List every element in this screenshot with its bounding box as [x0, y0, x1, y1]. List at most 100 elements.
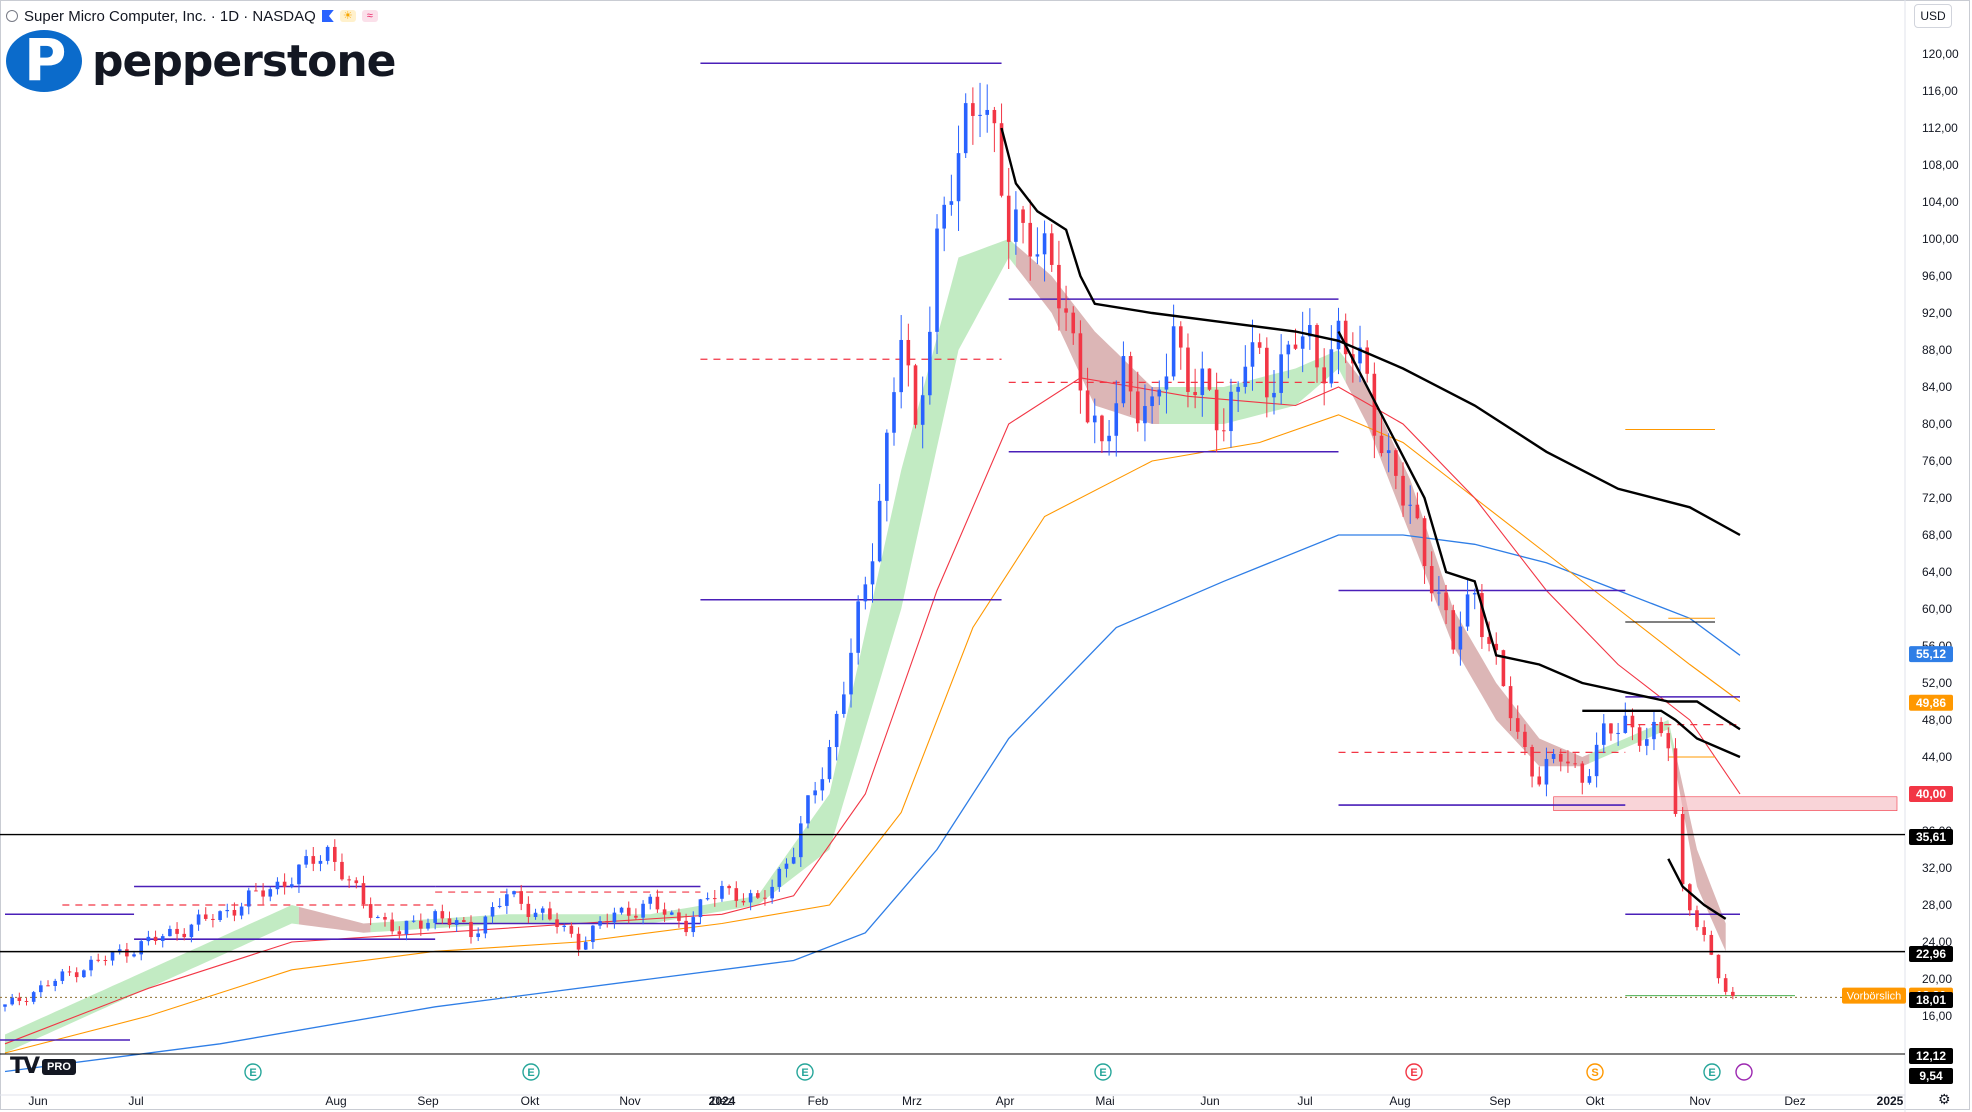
y-tick-label: 72,00 — [1922, 491, 1952, 505]
ema-cloud-bearish — [1675, 752, 1726, 952]
lightning-marker-icon[interactable] — [1735, 1063, 1753, 1081]
candle-body — [569, 925, 574, 934]
earnings-marker-letter: E — [527, 1067, 534, 1079]
earnings-marker-letter: E — [1708, 1067, 1715, 1079]
candle-body — [1186, 347, 1190, 392]
candle-body — [497, 905, 502, 908]
candle-body — [928, 331, 932, 396]
candle-body — [885, 432, 889, 501]
candle-body — [433, 911, 437, 923]
x-tick-label: Okt — [1586, 1094, 1605, 1108]
candle-body — [1365, 347, 1369, 374]
candle-body — [1157, 389, 1162, 397]
candle-body — [1272, 392, 1276, 398]
earnings-marker-icon[interactable] — [796, 1063, 814, 1081]
candle-body — [1207, 368, 1212, 390]
x-tick-label: Jul — [128, 1094, 143, 1108]
candle-body — [1279, 354, 1283, 393]
candle-body — [1530, 747, 1534, 777]
y-tick-label: 84,00 — [1922, 380, 1952, 394]
candle-body — [978, 114, 982, 116]
candle-body — [3, 1004, 7, 1007]
price-axis-label: 49,86 — [1916, 696, 1946, 710]
earnings-marker-icon[interactable] — [522, 1063, 540, 1081]
earnings-marker-icon[interactable] — [1405, 1063, 1423, 1081]
candle-body — [512, 891, 516, 895]
candle-body — [849, 652, 853, 695]
y-tick-label: 120,00 — [1922, 47, 1959, 61]
symbol-header[interactable]: Super Micro Computer, Inc. · 1D · NASDAQ… — [6, 5, 378, 27]
candle-body — [806, 795, 810, 824]
candle-body — [268, 889, 273, 897]
x-tick-label: Jul — [1297, 1094, 1312, 1108]
candle-body — [1358, 347, 1362, 364]
candle-body — [1164, 376, 1169, 390]
candle-body — [218, 911, 222, 920]
currency-selector[interactable]: USD — [1914, 4, 1952, 28]
premarket-tag: Vorbörslich — [1847, 991, 1901, 1003]
candle-body — [1551, 753, 1556, 759]
candle-body — [935, 228, 939, 332]
x-tick-label: Jun — [1200, 1094, 1219, 1108]
broker-logo: pepperstone — [6, 26, 396, 94]
candle-body — [1064, 308, 1068, 313]
candle-body — [1178, 326, 1183, 348]
candle-body — [612, 912, 617, 923]
x-tick-label: Mai — [1095, 1094, 1114, 1108]
candle-body — [770, 886, 774, 899]
candle-body — [96, 959, 101, 961]
candle-body — [311, 856, 316, 864]
earnings-marker-icon[interactable] — [244, 1063, 262, 1081]
candle-body — [1644, 739, 1649, 746]
earnings-marker-icon[interactable] — [1586, 1063, 1604, 1081]
candle-body — [1515, 718, 1520, 732]
earnings-marker-icon[interactable] — [1094, 1063, 1112, 1081]
y-tick-label: 108,00 — [1922, 158, 1959, 172]
earnings-marker-letter: E — [1410, 1067, 1417, 1079]
candle-body — [748, 893, 753, 903]
y-tick-label: 104,00 — [1922, 195, 1959, 209]
candle-body — [203, 914, 208, 919]
candle-body — [383, 917, 387, 920]
candle-body — [246, 890, 251, 907]
candle-body — [89, 959, 93, 971]
y-tick-label: 88,00 — [1922, 343, 1952, 357]
earnings-marker-letter: E — [249, 1067, 256, 1079]
candle-body — [605, 921, 610, 923]
candle-body — [39, 985, 43, 993]
candle-body — [899, 339, 903, 393]
tradingview-logo[interactable]: TV PRO — [10, 1054, 76, 1079]
symbol-status-icon — [6, 10, 18, 22]
candle-body — [1085, 390, 1090, 423]
candle-body — [1143, 406, 1147, 424]
candle-body — [1042, 233, 1047, 255]
x-tick-label: Sep — [417, 1094, 439, 1108]
candle-body — [232, 909, 237, 916]
flag-icon[interactable] — [321, 10, 334, 22]
candle-body — [834, 713, 839, 748]
candle-body — [239, 906, 244, 916]
candle-body — [1594, 744, 1599, 777]
candle-body — [1250, 342, 1255, 367]
candle-body — [1458, 626, 1463, 650]
earnings-marker-icon[interactable] — [1703, 1063, 1721, 1081]
y-tick-label: 32,00 — [1922, 861, 1952, 875]
candle-body — [1286, 344, 1291, 355]
candle-body — [992, 109, 997, 124]
candle-body — [856, 601, 860, 653]
candle-body — [67, 971, 72, 973]
candle-body — [540, 908, 545, 913]
candle-body — [476, 933, 480, 938]
candle-body — [1709, 934, 1714, 955]
x-tick-label: 2024 — [709, 1094, 736, 1108]
candle-body — [1422, 518, 1427, 567]
candle-body — [125, 949, 129, 957]
level-axis-label: 22,96 — [1916, 947, 1946, 961]
candle-body — [411, 920, 416, 922]
candle-body — [1150, 396, 1154, 407]
earnings-marker-letter: E — [801, 1067, 808, 1079]
settings-gear-icon[interactable]: ⚙ — [1938, 1091, 1951, 1107]
candle-body — [763, 897, 767, 899]
candle-body — [1673, 748, 1678, 814]
